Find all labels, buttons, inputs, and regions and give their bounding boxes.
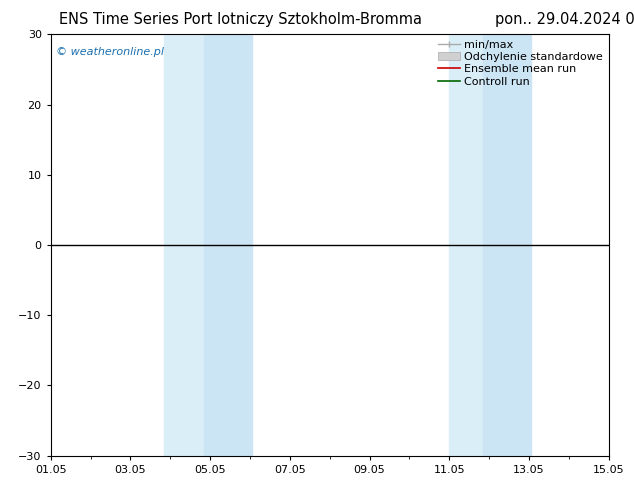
Bar xyxy=(450,34,483,456)
Text: ENS Time Series Port lotniczy Sztokholm-Bromma: ENS Time Series Port lotniczy Sztokholm-… xyxy=(60,12,422,27)
Bar xyxy=(204,34,252,456)
Text: © weatheronline.pl: © weatheronline.pl xyxy=(56,47,164,57)
Text: pon.. 29.04.2024 07 UTC: pon.. 29.04.2024 07 UTC xyxy=(495,12,634,27)
Bar xyxy=(483,34,531,456)
Bar xyxy=(164,34,204,456)
Legend: min/max, Odchylenie standardowe, Ensemble mean run, Controll run: min/max, Odchylenie standardowe, Ensembl… xyxy=(433,35,607,91)
